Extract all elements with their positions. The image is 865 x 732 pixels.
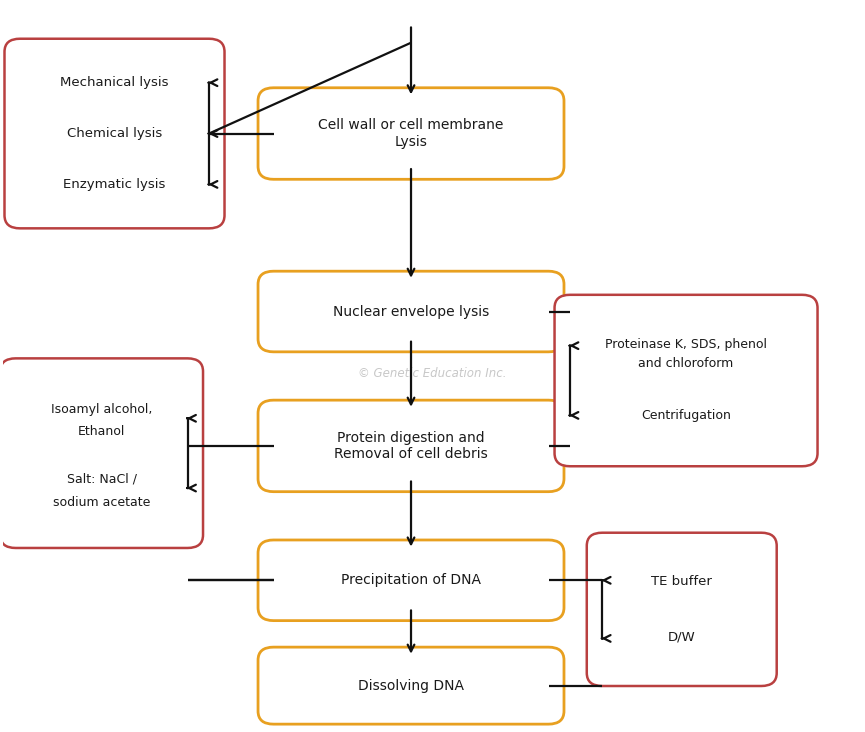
Text: sodium acetate: sodium acetate [53,496,151,509]
FancyBboxPatch shape [554,295,817,466]
Text: Nuclear envelope lysis: Nuclear envelope lysis [333,305,489,318]
FancyBboxPatch shape [0,359,203,548]
Text: © Genetic Education Inc.: © Genetic Education Inc. [358,367,507,380]
FancyBboxPatch shape [258,647,564,724]
FancyBboxPatch shape [258,400,564,492]
Text: D/W: D/W [668,630,695,643]
Text: TE buffer: TE buffer [651,575,712,589]
Text: Salt: NaCl /: Salt: NaCl / [67,472,137,485]
FancyBboxPatch shape [258,271,564,352]
FancyBboxPatch shape [586,533,777,686]
Text: Protein digestion and
Removal of cell debris: Protein digestion and Removal of cell de… [334,431,488,461]
Text: Ethanol: Ethanol [78,425,125,438]
Text: Precipitation of DNA: Precipitation of DNA [341,573,481,587]
Text: and chloroform: and chloroform [638,357,734,370]
Text: Dissolving DNA: Dissolving DNA [358,679,464,692]
Text: Cell wall or cell membrane
Lysis: Cell wall or cell membrane Lysis [318,119,503,149]
FancyBboxPatch shape [4,39,225,228]
Text: Mechanical lysis: Mechanical lysis [61,76,169,89]
Text: Chemical lysis: Chemical lysis [67,127,162,140]
Text: Isoamyl alcohol,: Isoamyl alcohol, [51,403,152,416]
Text: Centrifugation: Centrifugation [641,409,731,422]
Text: Proteinase K, SDS, phenol: Proteinase K, SDS, phenol [605,337,767,351]
Text: Enzymatic lysis: Enzymatic lysis [63,178,166,191]
FancyBboxPatch shape [258,88,564,179]
FancyBboxPatch shape [258,540,564,621]
